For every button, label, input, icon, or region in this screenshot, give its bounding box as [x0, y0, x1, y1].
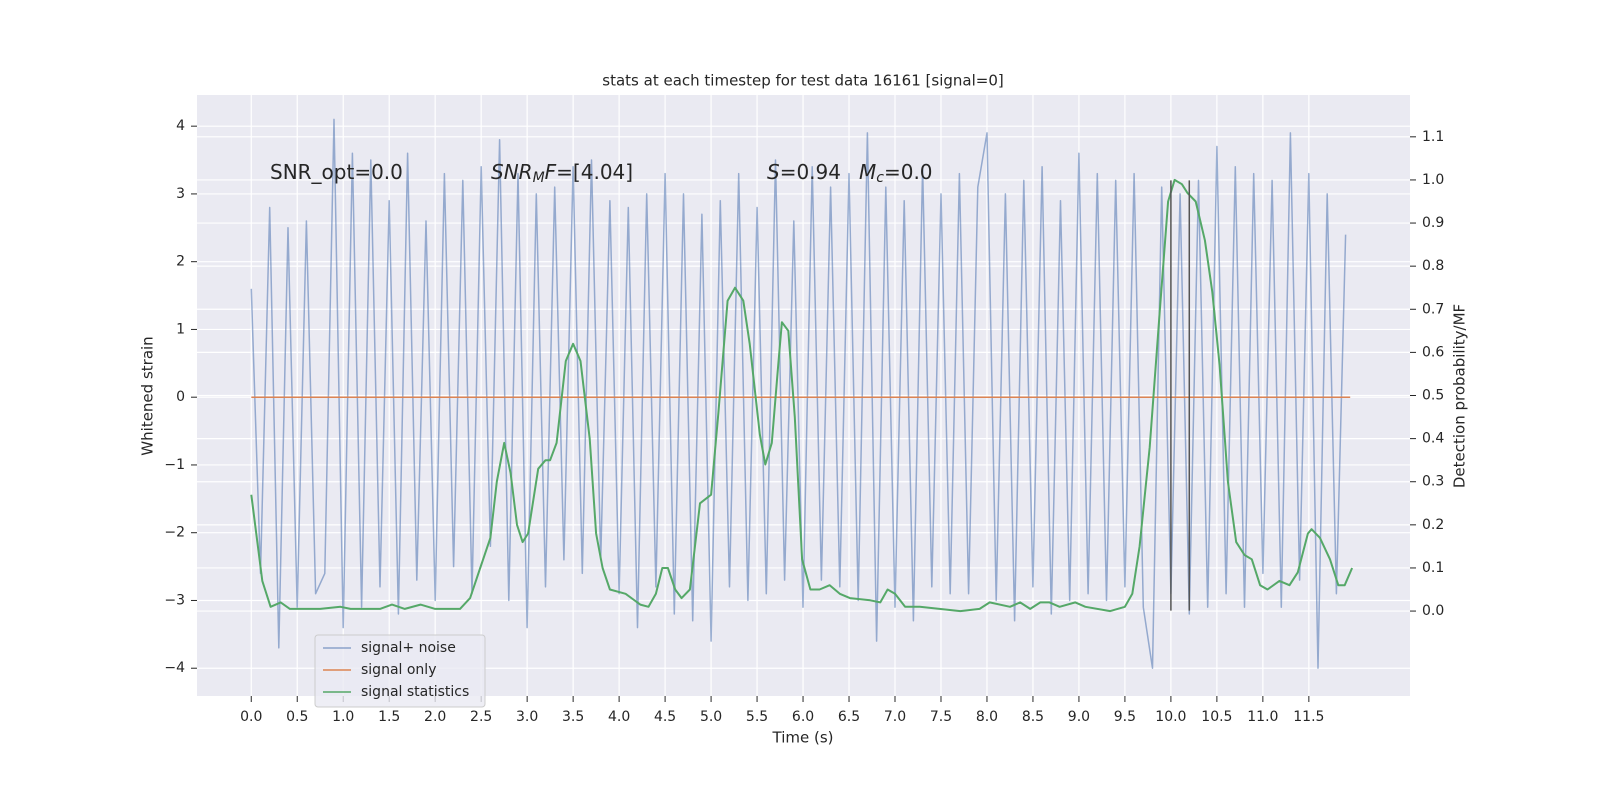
y2-axis-label: Detection probability/MF: [1451, 304, 1469, 488]
x-tick-label: 2.0: [424, 709, 446, 725]
x-tick-label: 9.0: [1068, 709, 1090, 725]
x-tick-label: 0.0: [240, 709, 262, 725]
x-tick-label: 3.0: [516, 709, 538, 725]
legend: signal+ noise signal only signal statistic…: [314, 634, 486, 708]
annotation: SNRMF=[4.04]: [491, 160, 633, 187]
y2-tick-label: 0.2: [1422, 517, 1444, 533]
x-tick-label: 8.5: [1022, 709, 1044, 725]
x-tick-label: 6.0: [792, 709, 814, 725]
annotation-part: M: [859, 160, 876, 184]
y-axis-label: Whitened strain: [139, 336, 157, 455]
y-tick-label: 4: [176, 118, 185, 134]
y-tick-label: −3: [164, 592, 185, 608]
legend-label: signal+ noise: [361, 640, 456, 656]
x-tick-label: 5.0: [700, 709, 722, 725]
annotation: SNR_opt=0.0: [270, 160, 403, 184]
x-tick-label: 3.5: [562, 709, 584, 725]
x-tick-label: 11.0: [1247, 709, 1278, 725]
annotation-part: F: [545, 160, 557, 184]
series-line: [250, 178, 1354, 613]
x-tick-label: 2.5: [470, 709, 492, 725]
annotation: S=0.94: [767, 160, 841, 184]
x-tick-label: 6.5: [838, 709, 860, 725]
annotation-part: SNR_opt=0.0: [270, 160, 403, 184]
legend-label: signal only: [361, 662, 436, 678]
x-tick-label: 7.0: [884, 709, 906, 725]
x-tick-label: 4.5: [654, 709, 676, 725]
annotation-part: M: [533, 170, 545, 186]
annotation-part: c: [876, 170, 884, 186]
x-tick-label: 1.0: [332, 709, 354, 725]
y-tick-label: −2: [164, 525, 185, 541]
x-tick-label: 11.5: [1293, 709, 1324, 725]
annotation-part: SNR: [491, 160, 533, 184]
y2-tick-label: 0.5: [1422, 388, 1444, 404]
x-tick-label: 7.5: [930, 709, 952, 725]
annotation-part: =[4.04]: [556, 160, 633, 184]
y2-tick-label: 1.1: [1422, 129, 1444, 145]
x-tick-label: 1.5: [378, 709, 400, 725]
y2-tick-label: 0.7: [1422, 301, 1444, 317]
x-tick-label: 0.5: [286, 709, 308, 725]
x-tick-label: 4.0: [608, 709, 630, 725]
y2-tick-label: 0.4: [1422, 431, 1444, 447]
x-tick-label: 5.5: [746, 709, 768, 725]
chart-title: stats at each timestep for test data 161…: [602, 72, 1003, 90]
y2-tick-label: 0.6: [1422, 344, 1444, 360]
y2-tick-label: 0.9: [1422, 215, 1444, 231]
y2-tick-label: 0.8: [1422, 258, 1444, 274]
y-tick-label: 0: [176, 389, 185, 405]
y2-tick-label: 0.0: [1422, 603, 1444, 619]
y-tick-label: 1: [176, 321, 185, 337]
annotation: Mc=0.0: [859, 160, 933, 187]
legend-frame: [314, 634, 486, 708]
legend-label: signal statistics: [361, 684, 469, 700]
x-axis-label: Time (s): [772, 729, 834, 747]
y-tick-label: −4: [164, 660, 185, 676]
y2-tick-label: 0.1: [1422, 560, 1444, 576]
x-tick-label: 10.5: [1201, 709, 1232, 725]
y-tick-label: −1: [164, 457, 185, 473]
x-tick-label: 9.5: [1114, 709, 1136, 725]
annotation-part: =0.0: [884, 160, 933, 184]
y2-tick-label: 0.3: [1422, 474, 1444, 490]
annotation-part: S: [767, 160, 780, 184]
y2-tick-label: 1.0: [1422, 172, 1444, 188]
x-tick-label: 8.0: [976, 709, 998, 725]
y-tick-label: 2: [176, 254, 185, 270]
x-tick-label: 10.0: [1155, 709, 1186, 725]
y-tick-label: 3: [176, 186, 185, 202]
annotation-part: =0.94: [780, 160, 841, 184]
